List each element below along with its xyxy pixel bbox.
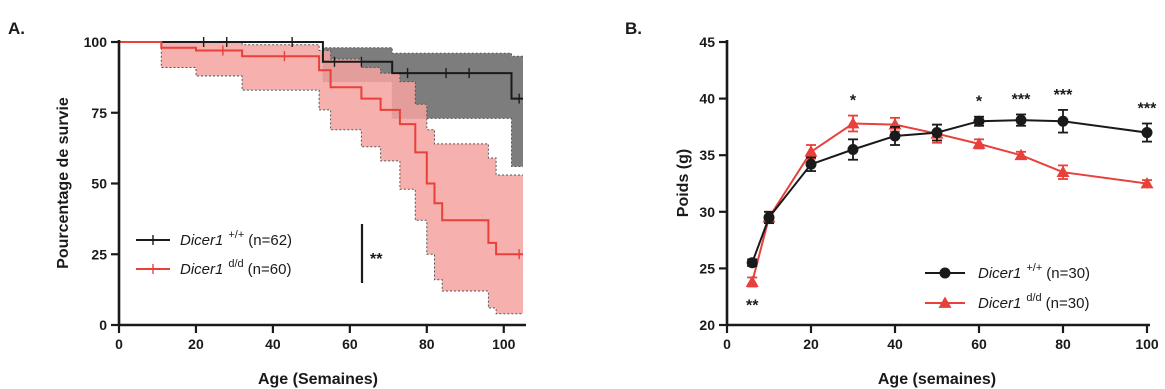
significance-annotation: *** (1138, 101, 1157, 118)
x-tick-label: 0 (115, 336, 123, 352)
ci-lower-line (119, 41, 523, 167)
x-tick-label: 60 (342, 336, 358, 352)
y-tick-label: 20 (699, 317, 715, 333)
data-point (745, 275, 759, 287)
y-tick-label: 50 (91, 176, 107, 192)
data-point (804, 145, 818, 157)
y-axis-title: Pourcentage de survie (55, 97, 72, 269)
series-mutant (745, 114, 1154, 288)
weight-series (745, 109, 1154, 288)
legend-label: Dicer1 +/+ (n=62) (180, 229, 292, 249)
data-point (1140, 177, 1154, 189)
survival-curves (119, 37, 523, 260)
significance-annotation: * (850, 93, 857, 110)
panel-a-letter: A. (8, 19, 25, 38)
legend-label: Dicer1 +/+ (n=30) (978, 262, 1090, 282)
data-point (763, 211, 775, 223)
data-point (847, 144, 859, 156)
y-tick-label: 40 (699, 91, 715, 107)
data-point (889, 130, 901, 142)
data-point (846, 117, 860, 129)
series-wildtype (746, 109, 1153, 269)
y-tick-label: 25 (699, 260, 715, 276)
data-point (805, 158, 817, 170)
y-tick-label: 35 (699, 147, 715, 163)
y-tick-label: 75 (91, 105, 107, 121)
panel-b-letter: B. (625, 19, 642, 38)
axes: 0 25 50 75 100 0 20 40 60 80 100 (84, 34, 526, 352)
data-point (1014, 148, 1028, 161)
survival-line-wildtype (119, 41, 523, 100)
x-axis-title: Age (semaines) (878, 371, 996, 388)
x-tick-label: 80 (1055, 336, 1071, 352)
significance-annotation: *** (1054, 87, 1073, 104)
ci-lower-line (119, 41, 523, 315)
x-tick-label: 60 (971, 336, 987, 352)
data-point (973, 115, 985, 127)
significance-annotation: * (976, 94, 983, 111)
legend-label: Dicer1 d/d (n=60) (180, 258, 291, 278)
data-point (1141, 127, 1153, 139)
data-point (939, 267, 951, 279)
x-tick-label: 80 (419, 336, 435, 352)
y-axis-title: Poids (g) (675, 149, 692, 217)
data-point (1056, 165, 1070, 178)
series-line (751, 119, 1148, 264)
x-tick-label: 40 (265, 336, 281, 352)
data-point (1015, 114, 1027, 126)
survival-chart: A. 0 25 50 75 100 0 20 40 60 80 100 Pourcentage de… (8, 19, 526, 388)
x-tick-label: 40 (887, 336, 903, 352)
significance-annotation: ** (746, 298, 759, 315)
ci-band-mutant (119, 42, 523, 314)
axes: 20 25 30 35 40 45 0 20 40 60 80 100 (699, 34, 1158, 352)
data-point (1057, 115, 1069, 127)
x-tick-label: 20 (188, 336, 204, 352)
x-tick-label: 100 (492, 336, 516, 352)
series-line (751, 122, 1148, 283)
significance-label: ** (370, 251, 383, 268)
survival-line-mutant (119, 41, 523, 256)
legend: Dicer1 +/+ (n=62) Dicer1 d/d (n=60) ** (136, 224, 383, 283)
y-tick-label: 25 (91, 246, 107, 262)
y-tick-label: 0 (99, 317, 107, 333)
y-tick-label: 45 (699, 34, 715, 50)
x-axis-title: Age (Semaines) (258, 371, 378, 388)
x-tick-label: 0 (723, 336, 731, 352)
x-tick-label: 100 (1135, 336, 1159, 352)
x-tick-label: 20 (803, 336, 819, 352)
legend-label: Dicer1 d/d (n=30) (978, 292, 1089, 312)
data-point (931, 127, 943, 139)
y-tick-label: 100 (84, 34, 108, 50)
legend: Dicer1 +/+ (n=30) Dicer1 d/d (n=30) (925, 262, 1090, 312)
significance-annotation: *** (1012, 91, 1031, 108)
y-tick-label: 30 (699, 204, 715, 220)
data-point (938, 296, 952, 308)
significance-annotations: *** * *** ****** (746, 87, 1157, 315)
data-point (746, 257, 758, 269)
data-point (972, 137, 986, 149)
